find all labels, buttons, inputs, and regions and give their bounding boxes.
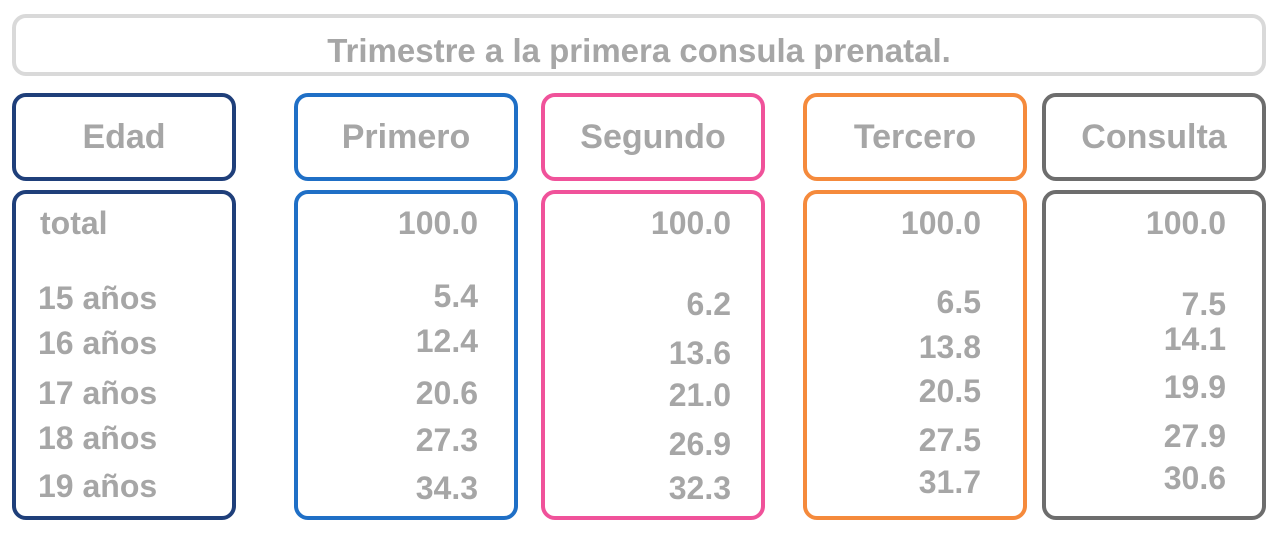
table-cell: 21.0 [668, 377, 731, 413]
column-header-label: Consulta [1081, 118, 1227, 156]
column-header-segundo: Segundo [541, 93, 765, 181]
table-cell: 12.4 [415, 323, 478, 359]
table-cell: 100.0 [397, 205, 478, 241]
table-cell: 26.9 [668, 426, 731, 462]
row-label: total [40, 205, 108, 241]
table-cell: 27.3 [415, 422, 478, 458]
table-cell: 100.0 [900, 205, 981, 241]
column-header-label: Edad [82, 118, 166, 156]
table-title-box: Trimestre a la primera consula prenatal. [12, 14, 1266, 76]
row-label: 16 años [38, 325, 158, 361]
column-header-consulta: Consulta [1042, 93, 1266, 181]
column-body-consulta [1042, 190, 1266, 520]
column-header-primero: Primero [294, 93, 518, 181]
table-cell: 19.9 [1163, 369, 1226, 405]
table-cell: 14.1 [1163, 321, 1226, 357]
table-cell: 100.0 [650, 205, 731, 241]
column-body-segundo [541, 190, 765, 520]
table-cell: 6.5 [936, 284, 981, 320]
column-body-tercero [803, 190, 1027, 520]
table-title: Trimestre a la primera consula prenatal. [327, 32, 951, 69]
column-header-tercero: Tercero [803, 93, 1027, 181]
table-cell: 6.2 [686, 286, 731, 322]
row-label: 17 años [38, 375, 158, 411]
table-cell: 13.6 [668, 335, 731, 371]
table-cell: 27.9 [1163, 418, 1226, 454]
table-cell: 5.4 [433, 278, 478, 314]
column-body-edad [12, 190, 236, 520]
table-cell: 20.5 [918, 373, 981, 409]
column-header-label: Tercero [853, 118, 977, 156]
row-label: 15 años [38, 280, 158, 316]
table-cell: 34.3 [415, 470, 478, 506]
column-header-label: Segundo [580, 118, 726, 156]
table-cell: 100.0 [1145, 205, 1226, 241]
column-body-primero [294, 190, 518, 520]
column-header-edad: Edad [12, 93, 236, 181]
row-label: 19 años [38, 468, 158, 504]
table-cell: 32.3 [668, 470, 731, 506]
table-cell: 7.5 [1181, 286, 1226, 322]
table-cell: 20.6 [415, 375, 478, 411]
row-label: 18 años [38, 420, 158, 456]
table-cell: 31.7 [918, 464, 981, 500]
table-cell: 27.5 [918, 422, 981, 458]
table-cell: 13.8 [918, 329, 981, 365]
column-header-label: Primero [341, 118, 471, 156]
table-cell: 30.6 [1163, 460, 1226, 496]
